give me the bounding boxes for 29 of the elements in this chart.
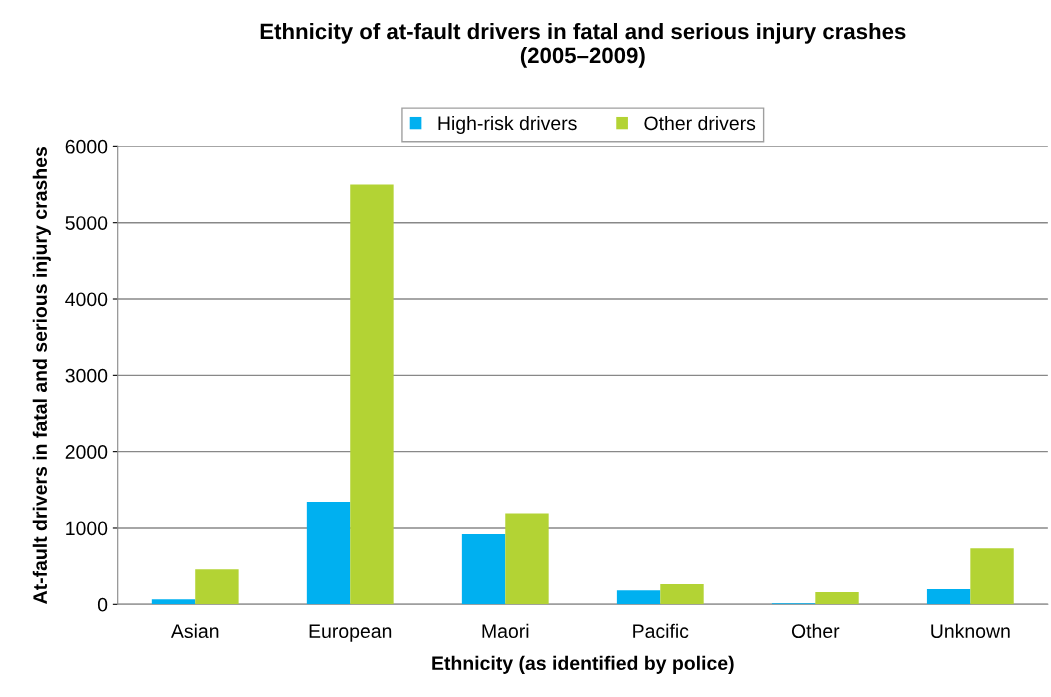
legend-label: High-risk drivers (438, 115, 577, 135)
bar (616, 590, 661, 605)
y-axis-title: At-fault drivers in fatal and serious injury crashes (32, 147, 51, 604)
bar (970, 548, 1014, 605)
y-tick-label: 5000 (65, 216, 108, 230)
x-axis-title: Ethnicity (as identified by police) (432, 655, 734, 674)
bar (306, 502, 351, 605)
bar (660, 584, 704, 605)
y-tick-label: 2000 (65, 445, 108, 459)
bar (505, 513, 549, 605)
bar (815, 592, 859, 605)
chart-title: Ethnicity of at-fault drivers in fatal and serious injury crashes (2005–2009) (260, 23, 906, 68)
x-tick-label: Pacific (633, 623, 689, 639)
x-tick-label: European (309, 624, 392, 642)
y-tick-label: 1000 (66, 521, 108, 536)
y-tick-label: 0 (97, 597, 108, 612)
x-tick-label: Maori (482, 623, 529, 639)
x-tick-label: Unknown (931, 623, 1010, 639)
bar (151, 599, 196, 605)
bar (461, 534, 506, 605)
x-tick-label: Asian (170, 623, 219, 639)
y-tick-label: 6000 (65, 139, 108, 154)
bar (195, 569, 239, 605)
y-tick-label: 4000 (65, 292, 108, 307)
y-tick-label: 3000 (65, 368, 108, 383)
legend-label: Other drivers (644, 115, 756, 131)
x-tick-label: Other (791, 623, 840, 639)
bar (350, 184, 394, 605)
bar (926, 589, 971, 605)
